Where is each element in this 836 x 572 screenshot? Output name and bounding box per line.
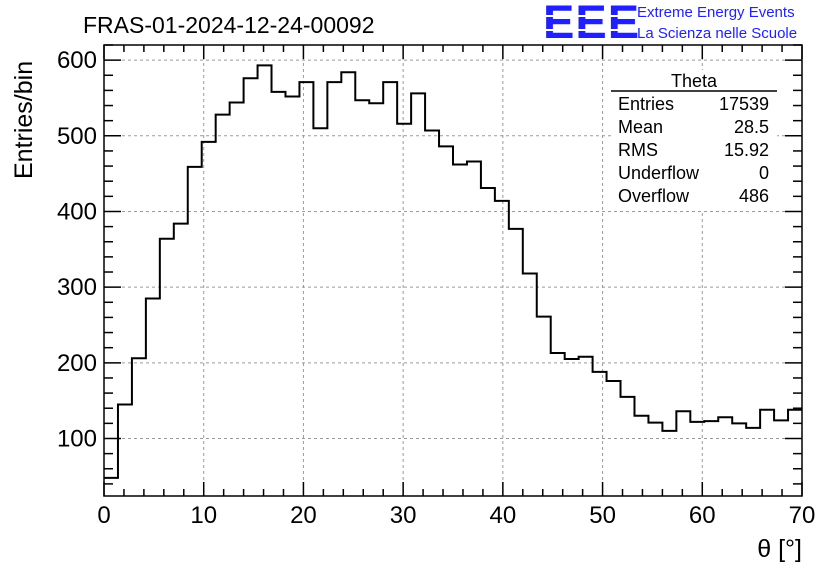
y-tick-label: 200 [57,350,97,377]
histogram-bin [146,298,160,496]
histogram-bin [467,162,481,496]
histogram-bin [313,128,327,496]
x-tick-label: 70 [789,502,816,529]
axes [103,44,803,497]
stats-row-label: Entries [618,94,674,114]
histogram-bin [662,431,676,496]
histogram-bin [118,404,132,496]
histogram-bin [495,201,509,496]
y-tick-label: 300 [57,274,97,301]
histogram-bin [369,103,383,496]
histogram-bin [676,411,690,496]
x-tick-label: 20 [290,502,317,529]
y-tick-label: 100 [57,425,97,452]
stats-row-value: 17539 [719,94,769,114]
histogram-bin [341,72,355,496]
histogram-bin [285,96,299,496]
histogram-bin [216,115,230,496]
tick-labels: 0 10 20 30 40 50 60 70 100 200 300 400 500 600 [57,47,815,529]
histogram-bin [272,92,286,496]
histogram-bin [481,188,495,496]
histogram-bin [634,416,648,496]
histogram-bin [230,103,244,496]
histogram-bin [132,358,146,496]
histogram-bin [174,224,188,496]
chart-title: FRAS-01-2024-12-24-00092 [83,12,375,38]
histogram-bin [202,142,216,496]
histogram-bin [327,82,341,496]
eee-logo-text: EEE [543,0,641,48]
stats-row-label: Overflow [618,186,690,206]
stats-row-value: 28.5 [734,117,769,137]
plot-frame [103,44,803,497]
y-tick-label: 500 [57,123,97,150]
histogram-bin [439,146,453,496]
histogram-bin [537,317,551,496]
histogram-bin [160,239,174,496]
histogram-bin [453,165,467,496]
histogram-bin [355,100,369,496]
histogram-bin [551,353,565,496]
eee-logo: EEE [543,0,639,45]
histogram-bin [104,478,118,496]
histogram-bin [648,423,662,496]
histogram-bin [258,65,272,496]
y-tick-label: 600 [57,47,97,74]
histogram-bin [523,274,537,496]
stats-row-label: RMS [618,140,658,160]
histogram-bin [621,397,635,496]
x-tick-label: 30 [390,502,417,529]
x-tick-label: 60 [689,502,716,529]
x-tick-label: 40 [490,502,517,529]
histogram-bin [299,82,313,496]
x-tick-label: 0 [97,502,110,529]
eee-subtitle-line2: La Scienza nelle Scuole [637,25,798,42]
histogram-bin [411,93,425,496]
histogram-bin [718,417,732,496]
stats-row-value: 15.92 [724,140,769,160]
histogram-bin [188,167,202,496]
histogram-bin [565,359,579,496]
histogram-bin [579,357,593,496]
histogram-line [104,64,802,479]
stats-row-label: Underflow [618,163,700,183]
stats-box: Theta Entries 17539 Mean 28.5 RMS 15.92 Underfl… [611,70,777,210]
histogram-bin [760,410,774,496]
histogram-bin [244,78,258,496]
histogram-bin [732,423,746,496]
stats-box-title: Theta [671,71,718,91]
stats-row-label: Mean [618,117,663,137]
histogram-bin [746,428,760,496]
y-axis-label: Entries/bin [10,61,38,179]
histogram-bin [593,372,607,496]
grid-lines [104,45,802,496]
histogram-bin [607,381,621,496]
histogram-bin [509,229,523,496]
stats-row-value: 486 [739,186,769,206]
histogram-bin [383,82,397,496]
y-tick-label: 400 [57,198,97,225]
stats-box-background [611,70,777,210]
histogram-bin [774,420,788,496]
eee-subtitle-line1: Extreme Energy Events [637,4,795,21]
histogram-bin [425,131,439,496]
x-tick-label: 50 [589,502,616,529]
histogram-bin [704,421,718,496]
stats-row-value: 0 [759,163,769,183]
histogram-series [104,64,802,496]
x-tick-label: 10 [190,502,217,529]
histogram-bin [397,124,411,496]
x-axis-label: θ [°] [757,535,802,563]
